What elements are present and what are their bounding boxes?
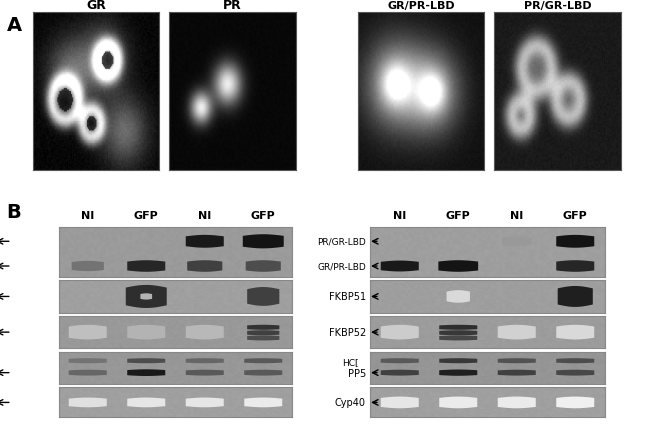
Title: GR: GR bbox=[86, 0, 106, 12]
Text: NI: NI bbox=[81, 210, 94, 220]
Polygon shape bbox=[127, 397, 165, 407]
Text: GFP: GFP bbox=[251, 210, 276, 220]
Polygon shape bbox=[247, 336, 280, 341]
Polygon shape bbox=[447, 291, 470, 303]
Polygon shape bbox=[186, 370, 224, 376]
Title: PR: PR bbox=[223, 0, 242, 12]
Polygon shape bbox=[127, 369, 165, 376]
Polygon shape bbox=[186, 397, 224, 407]
Polygon shape bbox=[381, 370, 419, 376]
Text: B: B bbox=[6, 203, 21, 222]
Polygon shape bbox=[439, 331, 477, 336]
Text: PP5: PP5 bbox=[348, 368, 366, 378]
Text: PR/GR-LBD: PR/GR-LBD bbox=[317, 237, 366, 246]
Polygon shape bbox=[556, 261, 594, 272]
Text: NI: NI bbox=[393, 210, 406, 220]
Polygon shape bbox=[381, 358, 419, 363]
Polygon shape bbox=[556, 235, 594, 248]
Text: FKBP51: FKBP51 bbox=[329, 292, 366, 302]
Polygon shape bbox=[244, 370, 282, 376]
Text: HC[: HC[ bbox=[343, 357, 359, 366]
Polygon shape bbox=[244, 358, 282, 363]
Polygon shape bbox=[439, 325, 477, 330]
Polygon shape bbox=[127, 358, 165, 363]
Polygon shape bbox=[439, 370, 477, 376]
Polygon shape bbox=[439, 358, 477, 363]
Text: FKBP52: FKBP52 bbox=[328, 327, 366, 337]
Polygon shape bbox=[381, 325, 419, 340]
Polygon shape bbox=[498, 397, 536, 409]
Polygon shape bbox=[246, 261, 281, 272]
Polygon shape bbox=[558, 286, 593, 307]
Polygon shape bbox=[381, 397, 419, 409]
Polygon shape bbox=[244, 397, 282, 407]
Polygon shape bbox=[247, 288, 280, 306]
Polygon shape bbox=[498, 370, 536, 376]
Text: GFP: GFP bbox=[446, 210, 471, 220]
Polygon shape bbox=[556, 358, 594, 363]
Polygon shape bbox=[69, 325, 107, 340]
Polygon shape bbox=[498, 325, 536, 340]
Polygon shape bbox=[556, 397, 594, 409]
Polygon shape bbox=[69, 370, 107, 376]
Polygon shape bbox=[381, 261, 419, 272]
Title: PR/GR-LBD: PR/GR-LBD bbox=[523, 1, 592, 11]
Polygon shape bbox=[438, 261, 478, 272]
Polygon shape bbox=[69, 358, 107, 363]
Polygon shape bbox=[439, 397, 477, 409]
Polygon shape bbox=[242, 235, 283, 249]
Text: NI: NI bbox=[198, 210, 211, 220]
Polygon shape bbox=[247, 325, 280, 330]
Polygon shape bbox=[125, 285, 166, 308]
Polygon shape bbox=[498, 358, 536, 363]
Text: GFP: GFP bbox=[563, 210, 588, 220]
Text: NI: NI bbox=[510, 210, 523, 220]
Polygon shape bbox=[69, 397, 107, 407]
Text: A: A bbox=[6, 16, 21, 35]
Polygon shape bbox=[556, 370, 594, 376]
Polygon shape bbox=[140, 294, 152, 300]
Text: GR/PR-LBD: GR/PR-LBD bbox=[317, 262, 366, 271]
Polygon shape bbox=[186, 325, 224, 340]
Polygon shape bbox=[556, 325, 594, 340]
Title: GR/PR-LBD: GR/PR-LBD bbox=[387, 1, 455, 11]
Polygon shape bbox=[186, 235, 224, 248]
Polygon shape bbox=[127, 325, 165, 340]
Polygon shape bbox=[187, 261, 222, 272]
Text: GFP: GFP bbox=[134, 210, 159, 220]
Text: Cyp40: Cyp40 bbox=[335, 397, 366, 407]
Polygon shape bbox=[127, 261, 165, 272]
Polygon shape bbox=[72, 261, 104, 271]
Polygon shape bbox=[247, 331, 280, 336]
Polygon shape bbox=[439, 336, 477, 341]
Polygon shape bbox=[502, 237, 532, 246]
Polygon shape bbox=[186, 358, 224, 363]
